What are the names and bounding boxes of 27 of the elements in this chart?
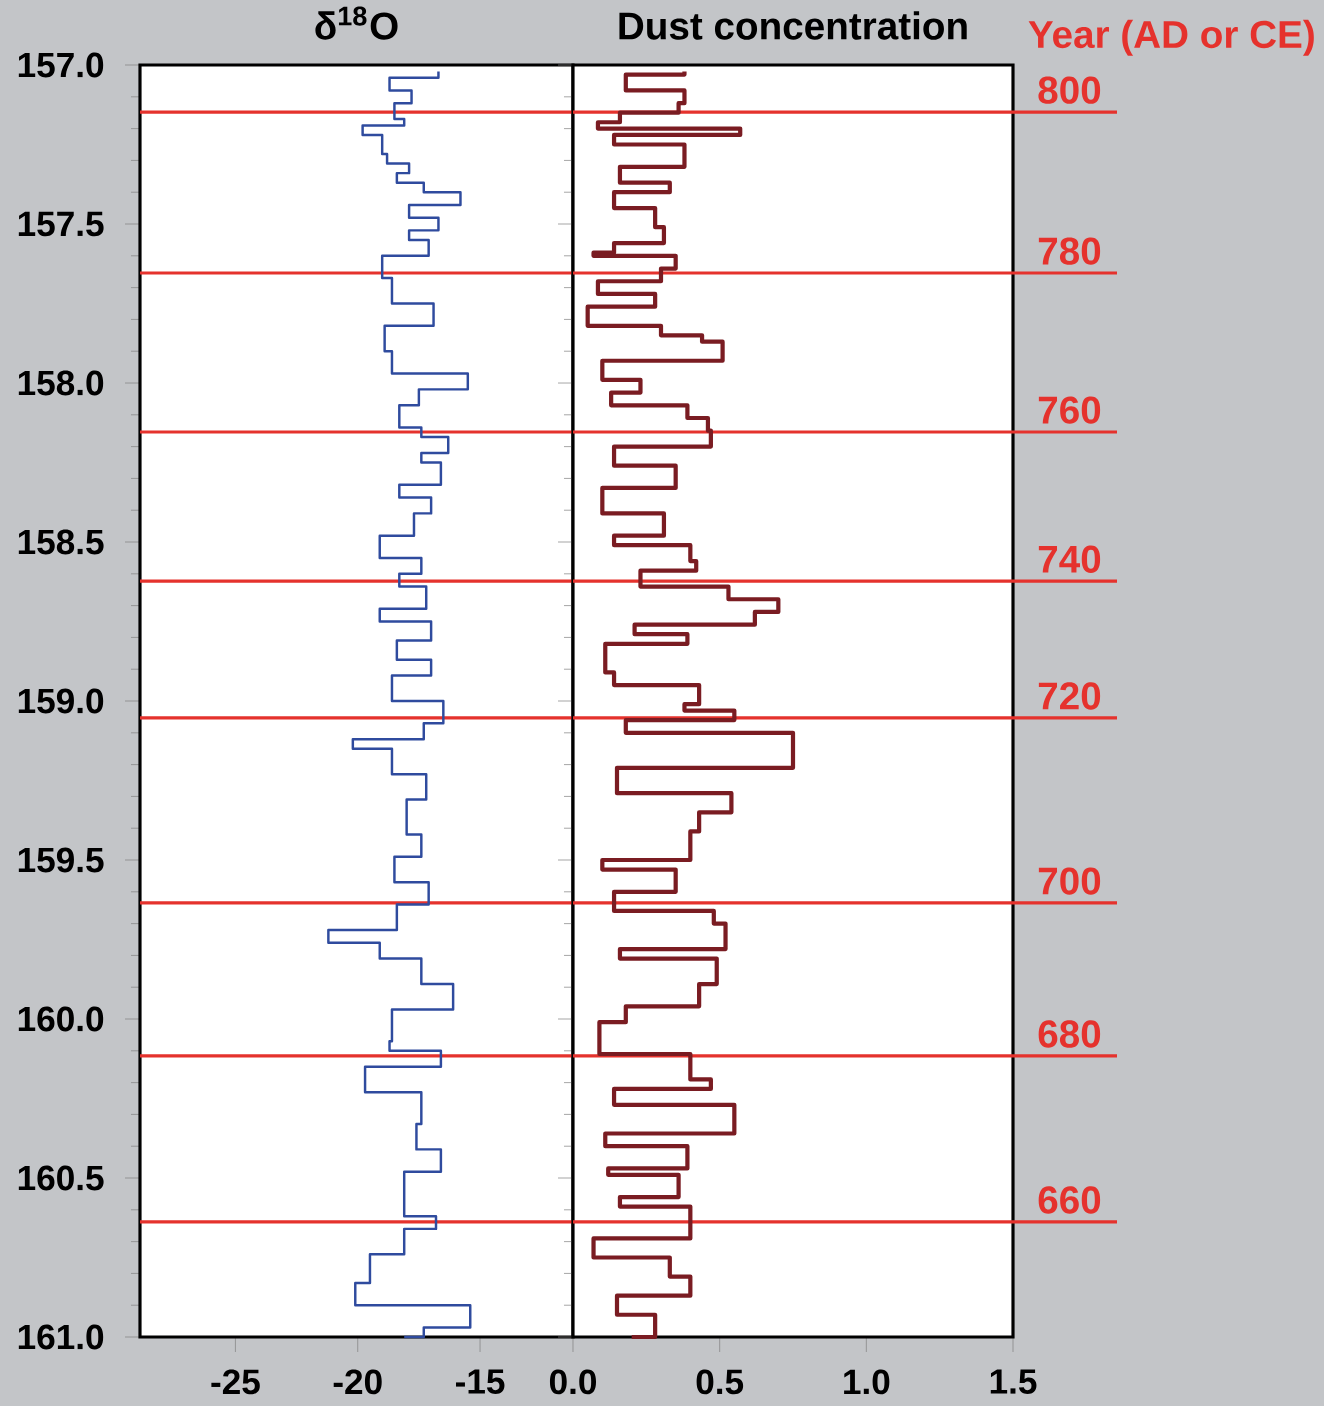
text: 740 xyxy=(1038,545,1101,573)
y-tick-label: 159.5 xyxy=(18,847,104,873)
y-tick-label: 160.5 xyxy=(18,1165,104,1191)
y-tick-label: 161.0 xyxy=(18,1324,104,1350)
text: 800 xyxy=(1038,76,1101,104)
y-tick-label: 158.0 xyxy=(18,370,104,396)
x-tick-label: 1.0 xyxy=(844,1369,890,1395)
x-tick-label: -20 xyxy=(333,1369,382,1395)
y-tick-label: 160.0 xyxy=(18,1006,104,1032)
text: 780 xyxy=(1038,237,1101,265)
x-tick-label: 1.5 xyxy=(990,1369,1037,1394)
text: 760 xyxy=(1038,396,1101,424)
chart-title: Dust concentration xyxy=(619,11,967,40)
x-tick-label: 0.0 xyxy=(549,1369,597,1395)
x-tick-label: -15 xyxy=(456,1369,505,1394)
x-tick-label: -25 xyxy=(211,1369,260,1395)
y-tick-label: 158.5 xyxy=(18,529,104,555)
x-tick-label: 0.5 xyxy=(696,1369,744,1395)
text: 700 xyxy=(1038,867,1101,895)
y-tick-label: 157.0 xyxy=(18,52,104,78)
text: 660 xyxy=(1038,1186,1101,1214)
text: 680 xyxy=(1038,1020,1101,1048)
text: 720 xyxy=(1038,682,1101,710)
y-tick-label: 157.5 xyxy=(18,211,104,237)
y-tick-label: 159.0 xyxy=(18,688,104,714)
chart-title: δ$^{18}$O xyxy=(315,6,398,40)
text: Year (AD or CE) xyxy=(1028,19,1314,56)
